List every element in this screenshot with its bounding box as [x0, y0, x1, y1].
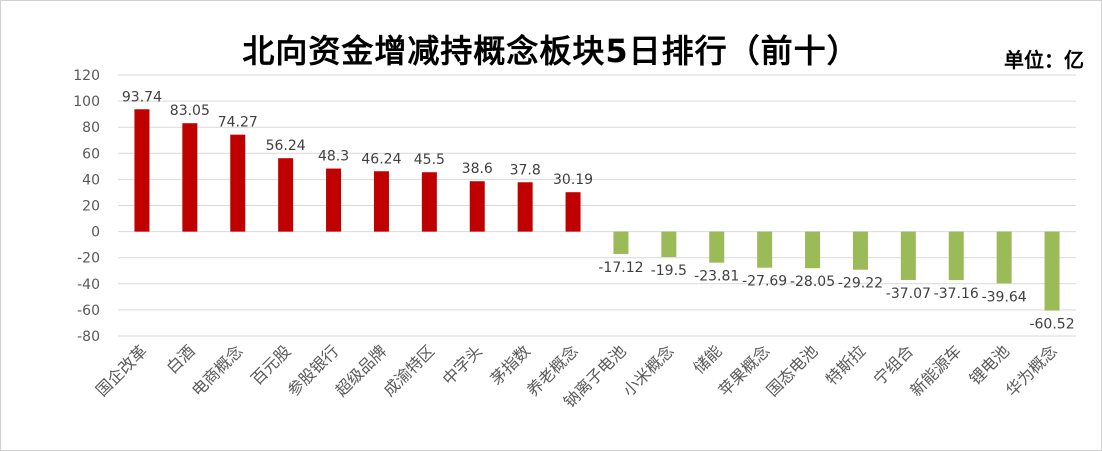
bar-4: [278, 158, 294, 232]
category-label: 国企改革: [92, 341, 151, 400]
data-label: 37.8: [510, 162, 541, 178]
y-tick-label: 40: [82, 172, 100, 188]
category-label: 超级品牌: [332, 341, 391, 400]
category-label: 新能源车: [906, 341, 965, 400]
y-tick-label: 20: [82, 199, 100, 215]
data-label: 30.19: [553, 172, 593, 188]
category-label: 国态电池: [763, 341, 822, 400]
data-label: 83.05: [170, 103, 210, 119]
category-label: 储能: [690, 341, 726, 377]
data-label: 56.24: [266, 138, 306, 154]
data-label: -60.52: [1029, 317, 1074, 333]
data-label: -27.69: [742, 274, 787, 290]
bar-14: [757, 231, 773, 268]
data-label: 45.5: [414, 152, 445, 168]
data-label: -37.16: [934, 286, 979, 302]
bar-7: [421, 172, 437, 232]
category-label: 特斯拉: [822, 341, 869, 388]
y-tick-label: -60: [77, 303, 100, 319]
y-tick-label: -20: [77, 251, 100, 267]
bar-15: [805, 231, 821, 269]
category-label: 电商概念: [188, 341, 247, 400]
y-tick-label: 100: [73, 94, 100, 110]
data-label: -19.5: [651, 263, 687, 279]
y-tick-label: 80: [82, 120, 100, 136]
y-tick-label: -40: [77, 277, 100, 293]
y-tick-label: 60: [82, 146, 100, 162]
y-tick-label: 120: [73, 68, 100, 84]
bar-10: [565, 192, 581, 232]
bar-8: [469, 181, 485, 232]
data-label: -29.22: [838, 276, 883, 292]
unit-label: 单位：亿: [1004, 48, 1084, 72]
bar-13: [709, 231, 725, 263]
data-label: -23.81: [694, 269, 739, 285]
category-label: 成渝特区: [379, 341, 438, 400]
category-label: 小米概念: [619, 341, 678, 400]
data-label: 38.6: [462, 161, 493, 177]
bar-11: [613, 231, 629, 254]
bar-6: [373, 171, 389, 232]
bar-3: [230, 134, 246, 232]
category-label: 参股银行: [284, 341, 343, 400]
data-label: -37.07: [886, 286, 931, 302]
chart-title: 北向资金增减持概念板块5日排行（前十）: [242, 32, 860, 70]
bar-17: [900, 231, 916, 280]
bar-9: [517, 182, 533, 232]
data-label: -39.64: [982, 289, 1027, 305]
data-labels: 93.74 83.05 74.27 56.24 48.3 46.24 45.5 38.6 37.…: [122, 89, 1075, 332]
bars: [134, 109, 1060, 311]
category-label: 中字头: [439, 341, 486, 388]
bar-1: [134, 109, 150, 232]
data-label: 48.3: [318, 149, 349, 165]
bar-18: [948, 231, 964, 281]
bar-20: [1044, 231, 1060, 311]
bar-12: [661, 231, 677, 258]
gridlines: [118, 74, 1076, 337]
bar-2: [182, 123, 198, 232]
bar-5: [326, 168, 342, 232]
category-label: 华为概念: [1002, 341, 1061, 400]
y-tick-label: -80: [77, 329, 100, 345]
y-axis-ticks: 120 100 80 60 40 20 0 -20 -40 -60 -80: [73, 68, 100, 345]
data-label: 74.27: [218, 115, 258, 131]
data-label: 93.74: [122, 89, 162, 105]
bar-19: [996, 231, 1012, 284]
data-label: 46.24: [361, 151, 401, 167]
category-label: 苹果概念: [715, 341, 774, 400]
y-tick-label: 0: [91, 225, 100, 241]
bar-16: [852, 231, 868, 270]
data-label: -28.05: [790, 274, 835, 290]
category-label: 白酒: [163, 341, 199, 377]
data-label: -17.12: [598, 260, 643, 276]
